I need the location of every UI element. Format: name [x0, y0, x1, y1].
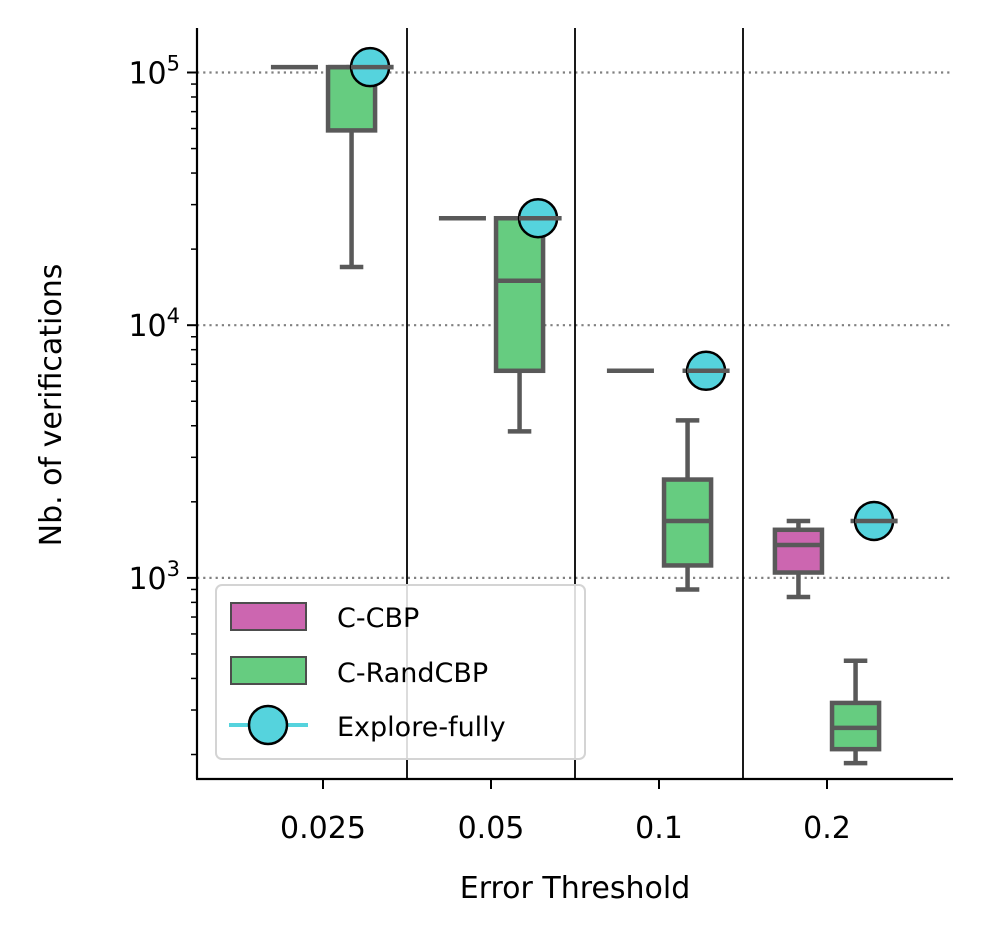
- x-tick-label-0.2: 0.2: [803, 811, 851, 846]
- legend-label-explore-fully: Explore-fully: [337, 712, 506, 743]
- c-cbp-box: [772, 527, 825, 575]
- y-axis-title: Nb. of verifications: [34, 264, 69, 547]
- x-tick-label-0.05: 0.05: [458, 811, 525, 846]
- y-tick-label-5: 105: [128, 51, 180, 91]
- legend-label-c-cbp: C-CBP: [337, 603, 419, 634]
- legend-swatch-c-randcbp: [230, 656, 307, 685]
- grid-lines: [197, 71, 953, 579]
- x-axis-title: Error Threshold: [460, 871, 691, 906]
- series-marks: [270, 46, 898, 766]
- legend: C-CBP C-RandCBP Explore-fully: [215, 584, 586, 760]
- c-randcbp-box: [493, 215, 546, 374]
- y-tick-label-4: 104: [128, 304, 180, 344]
- ticks: 103 104 105 0.025 0.05 0.1 0.2: [128, 51, 850, 846]
- x-tick-label-0.025: 0.025: [280, 811, 366, 846]
- legend-frame: [215, 584, 586, 760]
- x-tick-label-0.1: 0.1: [635, 811, 683, 846]
- y-tick-label-3: 103: [128, 557, 180, 597]
- legend-label-c-randcbp: C-RandCBP: [337, 658, 488, 689]
- legend-swatch-c-cbp: [230, 602, 307, 631]
- legend-marker-explore-fully: [247, 704, 289, 746]
